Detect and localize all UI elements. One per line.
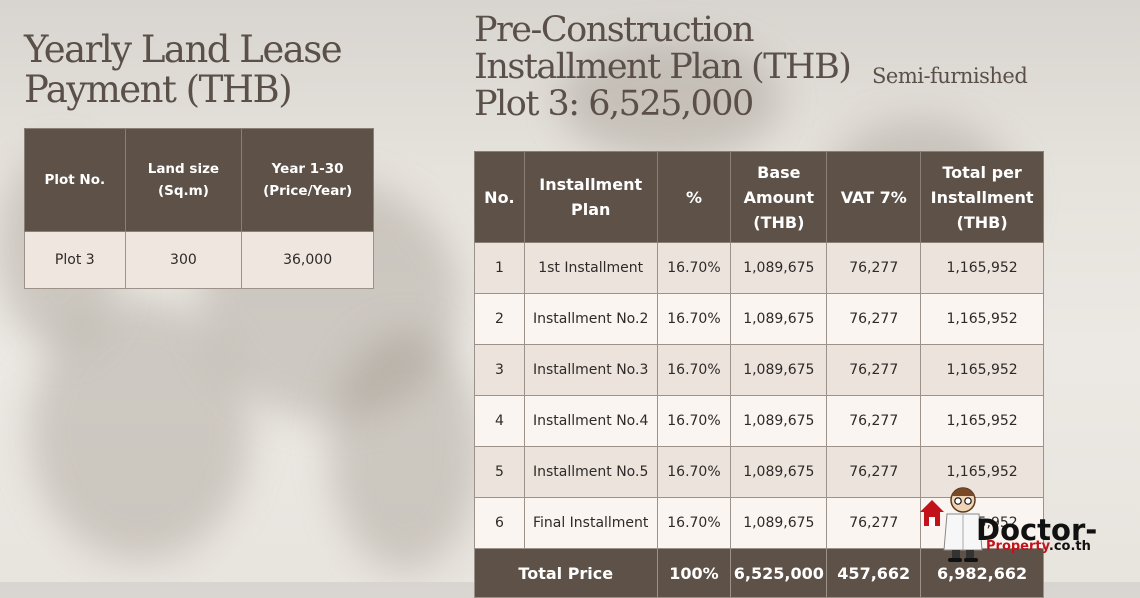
installment-row: 2 Installment No.2 16.70% 1,089,675 76,2…: [474, 293, 1044, 345]
logo-sub-red: Property: [986, 539, 1049, 554]
installment-table: No. Installment Plan % Base Amount (THB) VA…: [474, 151, 1044, 598]
semi-furnished-label: Semi-furnished: [872, 64, 1028, 88]
lease-header-cell: Land size (Sq.m): [124, 128, 243, 232]
installment-cell: Installment No.2: [523, 293, 658, 345]
installment-cell: 5: [474, 446, 525, 498]
lease-cell: Plot 3: [24, 231, 126, 289]
installment-header-cell: VAT 7%: [826, 151, 922, 243]
lease-header-cell: Plot No.: [24, 128, 126, 232]
installment-cell: 4: [474, 395, 525, 447]
installment-cell: 1,089,675: [730, 395, 828, 447]
installment-row: 3 Installment No.3 16.70% 1,089,675 76,2…: [474, 344, 1044, 396]
installment-title-line1: Pre-Construction: [474, 10, 755, 50]
installment-cell: Installment No.4: [523, 395, 658, 447]
installment-cell: 2: [474, 293, 525, 345]
lease-cell: 300: [124, 231, 243, 289]
installment-cell: 76,277: [826, 395, 922, 447]
installment-row: 5 Installment No.5 16.70% 1,089,675 76,2…: [474, 446, 1044, 498]
lease-title: Yearly Land Lease Payment (THB): [24, 28, 343, 111]
installment-cell: 16.70%: [656, 497, 732, 549]
lease-cell: 36,000: [241, 231, 374, 289]
installment-cell: 16.70%: [656, 344, 732, 396]
installment-header-cell: Total per Installment (THB): [920, 151, 1044, 243]
total-base: 6,525,000: [730, 548, 828, 598]
installment-cell: 76,277: [826, 242, 922, 294]
installment-row: 1 1st Installment 16.70% 1,089,675 76,27…: [474, 242, 1044, 294]
logo-sub-black: .co.th: [1048, 539, 1091, 554]
installment-cell: 76,277: [826, 293, 922, 345]
installment-header-cell: Installment Plan: [523, 151, 658, 243]
lease-title-line2: Payment (THB): [24, 68, 293, 111]
installment-cell: 1: [474, 242, 525, 294]
installment-header-cell: Base Amount (THB): [730, 151, 828, 243]
installment-cell: Installment No.3: [523, 344, 658, 396]
installment-cell: Installment No.5: [523, 446, 658, 498]
installment-cell: 1,089,675: [730, 293, 828, 345]
installment-cell: 76,277: [826, 497, 922, 549]
installment-cell: 76,277: [826, 344, 922, 396]
lease-header-cell: Year 1-30 (Price/Year): [241, 128, 374, 232]
logo-wordmark: Doctor-: [976, 513, 1098, 547]
doctor-property-logo-icon: [920, 487, 983, 562]
total-label: Total Price: [474, 548, 658, 598]
installment-cell: 1,165,952: [920, 395, 1044, 447]
installment-cell: 1,089,675: [730, 242, 828, 294]
installment-cell: 16.70%: [656, 293, 732, 345]
installment-cell: 1st Installment: [523, 242, 658, 294]
lease-title-line1: Yearly Land Lease: [24, 28, 343, 71]
installment-title: Pre-Construction Installment Plan (THB) …: [474, 10, 852, 124]
lease-header-row: Plot No. Land size (Sq.m) Year 1-30 (Price…: [24, 128, 374, 232]
installment-cell: 1,089,675: [730, 497, 828, 549]
installment-cell: 76,277: [826, 446, 922, 498]
installment-title-line3: Plot 3: 6,525,000: [474, 84, 754, 124]
installment-cell: 16.70%: [656, 242, 732, 294]
installment-cell: 1,089,675: [730, 344, 828, 396]
lease-data-row: Plot 3 300 36,000: [24, 231, 374, 289]
total-vat: 457,662: [826, 548, 922, 598]
installment-cell: Final Installment: [523, 497, 658, 549]
installment-cell: 1,089,675: [730, 446, 828, 498]
total-percent: 100%: [656, 548, 732, 598]
installment-header-cell: No.: [474, 151, 525, 243]
installment-row: 4 Installment No.4 16.70% 1,089,675 76,2…: [474, 395, 1044, 447]
installment-cell: 3: [474, 344, 525, 396]
installment-header-cell: %: [656, 151, 732, 243]
logo-subtext: Property.co.th: [986, 539, 1091, 554]
installment-cell: 6: [474, 497, 525, 549]
installment-cell: 1,165,952: [920, 344, 1044, 396]
installment-cell: 16.70%: [656, 395, 732, 447]
installment-cell: 1,165,952: [920, 242, 1044, 294]
installment-header-row: No. Installment Plan % Base Amount (THB) VA…: [474, 151, 1044, 243]
lease-table: Plot No. Land size (Sq.m) Year 1-30 (Price…: [24, 128, 374, 289]
installment-title-line2: Installment Plan (THB): [474, 47, 852, 87]
installment-cell: 1,165,952: [920, 293, 1044, 345]
installment-cell: 16.70%: [656, 446, 732, 498]
installment-cell: 1,165,952: [920, 446, 1044, 498]
